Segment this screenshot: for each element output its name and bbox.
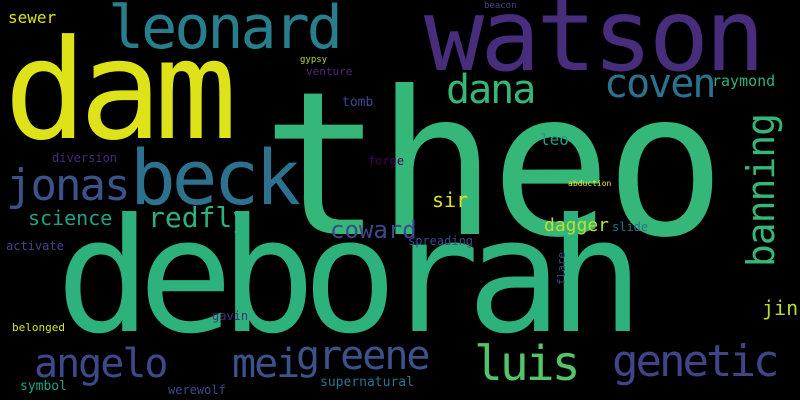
word-tomb: tomb <box>342 95 374 110</box>
word-luis: luis <box>474 336 581 392</box>
word-beck: beck <box>130 133 301 222</box>
word-venture: venture <box>306 65 353 78</box>
word-coven: coven <box>604 61 716 107</box>
word-sewer: sewer <box>8 8 57 27</box>
word-belonged: belonged <box>12 321 65 334</box>
word-beacon: beacon <box>484 1 517 11</box>
word-angelo: angelo <box>34 341 168 387</box>
word-dana: dana <box>446 67 536 113</box>
word-science: science <box>28 206 113 230</box>
word-raymond: raymond <box>712 72 776 90</box>
word-gavin: gavin <box>212 309 249 323</box>
word-jonas: jonas <box>6 160 130 211</box>
word-forge: forge <box>368 154 405 168</box>
word-mei: mei <box>232 341 300 387</box>
word-sir: sir <box>432 188 469 212</box>
word-symbol: symbol <box>20 379 67 394</box>
word-abduction: abduction <box>568 179 612 188</box>
word-greene: greene <box>296 333 430 379</box>
word-slide: slide <box>612 220 649 234</box>
word-dagger: dagger <box>544 215 610 236</box>
word-genetic: genetic <box>612 336 779 387</box>
word-leonard: leonard <box>108 0 343 63</box>
word-diversion: diversion <box>52 151 118 165</box>
word-dam: dam <box>4 10 237 171</box>
word-werewolf: werewolf <box>168 383 226 397</box>
word-theo: theo <box>262 49 726 282</box>
word-redfly: redfly <box>148 201 250 234</box>
word-deborah: deborah <box>56 185 644 369</box>
word-jin: jin <box>762 296 799 320</box>
word-activate: activate <box>6 239 64 253</box>
word-coward: coward <box>330 216 417 244</box>
word-supernatural: supernatural <box>320 375 414 390</box>
word-banning: banning <box>739 114 783 268</box>
word-watson: watson <box>424 0 765 94</box>
word-gypsy: gypsy <box>300 55 328 65</box>
word-spreading: spreading <box>408 234 474 248</box>
word-flare: flare <box>555 252 568 286</box>
word-leo: leo <box>540 130 569 149</box>
